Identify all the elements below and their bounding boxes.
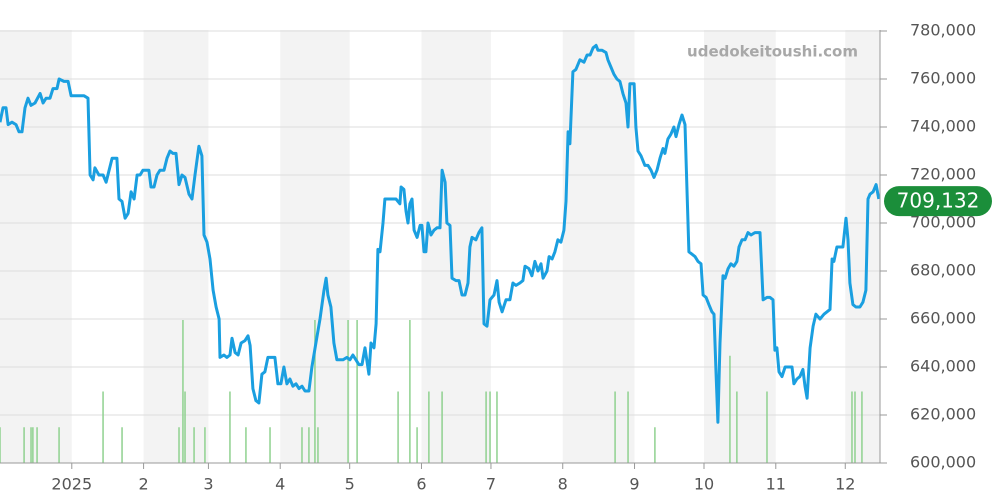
month-band	[421, 30, 491, 463]
x-tick-label: 8	[558, 475, 568, 494]
y-tick-label: 600,000	[910, 453, 976, 472]
x-tick-label: 4	[275, 475, 285, 494]
y-tick-label: 700,000	[910, 213, 976, 232]
price-line	[0, 43, 881, 424]
y-tick-label: 680,000	[910, 261, 976, 280]
x-tick-label: 2	[138, 475, 148, 494]
x-tick-label: 7	[486, 475, 496, 494]
x-tick-label: 5	[345, 475, 355, 494]
y-tick-label: 620,000	[910, 405, 976, 424]
y-tick-label: 760,000	[910, 69, 976, 88]
x-tick-label: 9	[629, 475, 639, 494]
volume-bars	[0, 320, 863, 463]
month-band	[845, 30, 880, 463]
month-band	[562, 30, 635, 463]
last-price-badge	[884, 186, 992, 217]
watermark: udedokeitoushi.com	[687, 43, 858, 61]
y-tick-label: 740,000	[910, 117, 976, 136]
last-price-label: 709,132	[897, 189, 980, 213]
y-tick-label: 660,000	[910, 309, 976, 328]
y-tick-label: 780,000	[910, 21, 976, 40]
y-tick-label: 720,000	[910, 165, 976, 184]
month-band	[143, 30, 209, 463]
x-tick-label: 6	[416, 475, 426, 494]
y-tick-label: 640,000	[910, 357, 976, 376]
axes: 600,000 620,000 640,000 660,000 680,000 700,0…	[0, 21, 992, 494]
month-band	[0, 30, 72, 463]
x-tick-label: 2025	[51, 475, 92, 494]
price-line	[0, 43, 881, 424]
month-bands	[0, 30, 880, 463]
x-tick-label: 3	[203, 475, 213, 494]
x-tick-label: 12	[835, 475, 855, 494]
x-tick-label: 11	[766, 475, 786, 494]
x-tick-label: 10	[694, 475, 714, 494]
